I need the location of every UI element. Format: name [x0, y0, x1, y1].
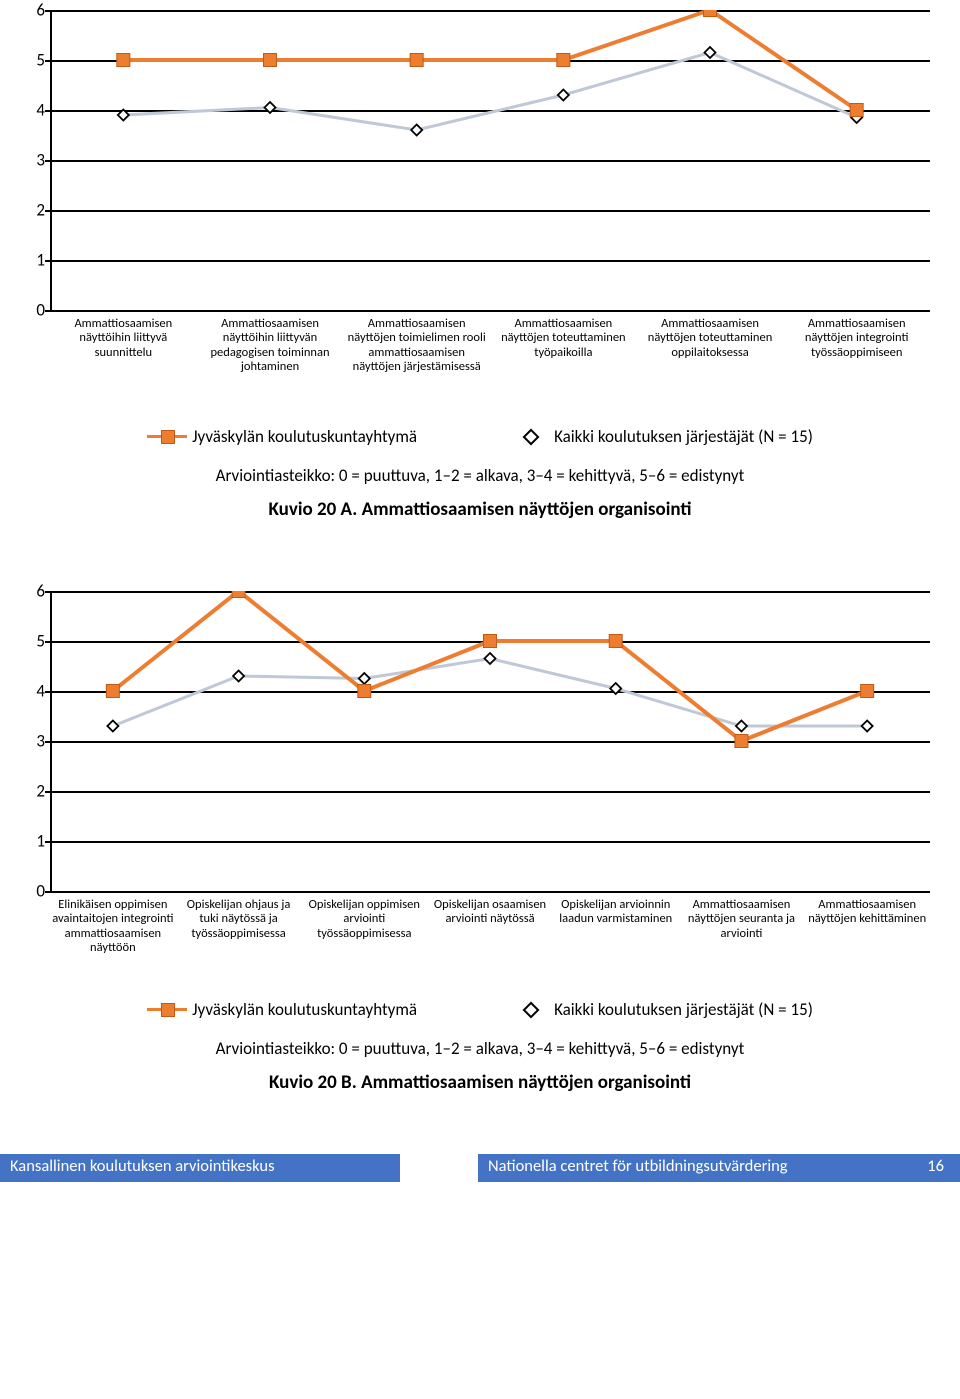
square-marker-icon	[147, 435, 187, 438]
series1-line	[113, 591, 867, 741]
diamond-marker-icon	[107, 721, 118, 732]
x-tick-label: Ammattiosaamisen näyttöihin liittyvä suu…	[50, 317, 197, 375]
y-tick-label: 1	[25, 831, 45, 852]
diamond-marker-icon	[118, 110, 129, 121]
page-footer: Kansallinen koulutuksen arviointikeskus …	[0, 1154, 960, 1182]
legend-item-series2: Kaikki koulutuksen järjestäjät (N = 15)	[517, 999, 813, 1020]
y-tick-label: 0	[25, 881, 45, 902]
diamond-marker-icon	[705, 47, 716, 58]
square-marker-icon	[410, 54, 423, 67]
scale-caption-b: Arviointiasteikko: 0 = puuttuva, 1–2 = a…	[20, 1038, 940, 1059]
square-marker-icon	[147, 1008, 187, 1011]
square-marker-icon	[358, 685, 371, 698]
footer-page-number: 16	[927, 1156, 950, 1180]
diamond-marker-icon	[558, 90, 569, 101]
legend-a: Jyväskylän koulutuskuntayhtymä Kaikki ko…	[20, 426, 940, 447]
x-tick-label: Ammattiosaamisen näyttöjen seuranta ja a…	[679, 898, 805, 956]
gridline	[50, 891, 930, 893]
diamond-marker-icon	[485, 653, 496, 664]
x-tick-label: Ammattiosaamisen näyttöjen kehittäminen	[804, 898, 930, 956]
diamond-marker-icon	[265, 102, 276, 113]
y-tick-label: 5	[25, 50, 45, 71]
y-tick-label: 4	[25, 681, 45, 702]
y-tick-label: 4	[25, 100, 45, 121]
x-tick-label: Opiskelijan ohjaus ja tuki näytössä ja t…	[176, 898, 302, 956]
series2-line	[113, 659, 867, 727]
square-marker-icon	[735, 735, 748, 748]
chart-svg	[50, 591, 930, 891]
square-marker-icon	[557, 54, 570, 67]
legend-label: Kaikki koulutuksen järjestäjät (N = 15)	[554, 426, 813, 447]
x-tick-label: Ammattiosaamisen näyttöjen toteuttaminen…	[637, 317, 784, 375]
x-tick-label: Ammattiosaamisen näyttöihin liittyvän pe…	[197, 317, 344, 375]
footer-right: Nationella centret för utbildningsutvärd…	[478, 1154, 960, 1182]
diamond-marker-icon	[610, 683, 621, 694]
scale-caption-a: Arviointiasteikko: 0 = puuttuva, 1–2 = a…	[20, 465, 940, 486]
square-marker-icon	[484, 635, 497, 648]
square-marker-icon	[232, 591, 245, 598]
x-tick-label: Opiskelijan oppimisen arviointi työssäop…	[301, 898, 427, 956]
x-axis-labels: Ammattiosaamisen näyttöihin liittyvä suu…	[50, 317, 930, 375]
chart-b: 0123456Elinikäisen oppimisen avaintaitoj…	[20, 581, 940, 1094]
x-tick-label: Opiskelijan arvioinnin laadun varmistami…	[553, 898, 679, 956]
chart-svg	[50, 10, 930, 310]
y-tick-label: 2	[25, 200, 45, 221]
diamond-marker-icon	[359, 673, 370, 684]
square-marker-icon	[609, 635, 622, 648]
chart-title-b: Kuvio 20 B. Ammattiosaamisen näyttöjen o…	[20, 1071, 940, 1094]
y-tick-label: 6	[25, 581, 45, 602]
y-tick-label: 3	[25, 731, 45, 752]
x-tick-label: Ammattiosaamisen näyttöjen toimielimen r…	[343, 317, 490, 375]
square-marker-icon	[117, 54, 130, 67]
footer-left: Kansallinen koulutuksen arviointikeskus	[0, 1154, 400, 1182]
legend-label: Jyväskylän koulutuskuntayhtymä	[192, 999, 417, 1020]
diamond-marker-icon	[523, 428, 540, 445]
x-tick-label: Ammattiosaamisen näyttöjen integrointi t…	[783, 317, 930, 375]
x-axis-labels: Elinikäisen oppimisen avaintaitojen inte…	[50, 898, 930, 956]
diamond-marker-icon	[862, 721, 873, 732]
y-tick-label: 5	[25, 631, 45, 652]
plot-area: 0123456	[50, 10, 930, 310]
legend-item-series2: Kaikki koulutuksen järjestäjät (N = 15)	[517, 426, 813, 447]
square-marker-icon	[704, 10, 717, 17]
diamond-marker-icon	[736, 721, 747, 732]
legend-item-series1: Jyväskylän koulutuskuntayhtymä	[147, 999, 417, 1020]
square-marker-icon	[850, 104, 863, 117]
y-tick-label: 1	[25, 250, 45, 271]
chart-title-a: Kuvio 20 A. Ammattiosaamisen näyttöjen o…	[20, 498, 940, 521]
series2-line	[123, 53, 856, 131]
square-marker-icon	[264, 54, 277, 67]
square-marker-icon	[861, 685, 874, 698]
x-tick-label: Elinikäisen oppimisen avaintaitojen inte…	[50, 898, 176, 956]
y-tick-label: 2	[25, 781, 45, 802]
diamond-marker-icon	[523, 1001, 540, 1018]
legend-item-series1: Jyväskylän koulutuskuntayhtymä	[147, 426, 417, 447]
legend-label: Jyväskylän koulutuskuntayhtymä	[192, 426, 417, 447]
y-tick-label: 6	[25, 0, 45, 21]
gridline	[50, 310, 930, 312]
y-tick-label: 0	[25, 300, 45, 321]
diamond-marker-icon	[411, 125, 422, 136]
footer-right-text: Nationella centret för utbildningsutvärd…	[488, 1156, 788, 1180]
square-marker-icon	[106, 685, 119, 698]
x-tick-label: Ammattiosaamisen näyttöjen toteuttaminen…	[490, 317, 637, 375]
x-tick-label: Opiskelijan osaamisen arviointi näytössä	[427, 898, 553, 956]
legend-label: Kaikki koulutuksen järjestäjät (N = 15)	[554, 999, 813, 1020]
diamond-marker-icon	[233, 671, 244, 682]
chart-a: 0123456Ammattiosaamisen näyttöihin liitt…	[20, 0, 940, 521]
y-tick-label: 3	[25, 150, 45, 171]
plot-area: 0123456	[50, 591, 930, 891]
series1-line	[123, 10, 856, 110]
legend-b: Jyväskylän koulutuskuntayhtymä Kaikki ko…	[20, 999, 940, 1020]
